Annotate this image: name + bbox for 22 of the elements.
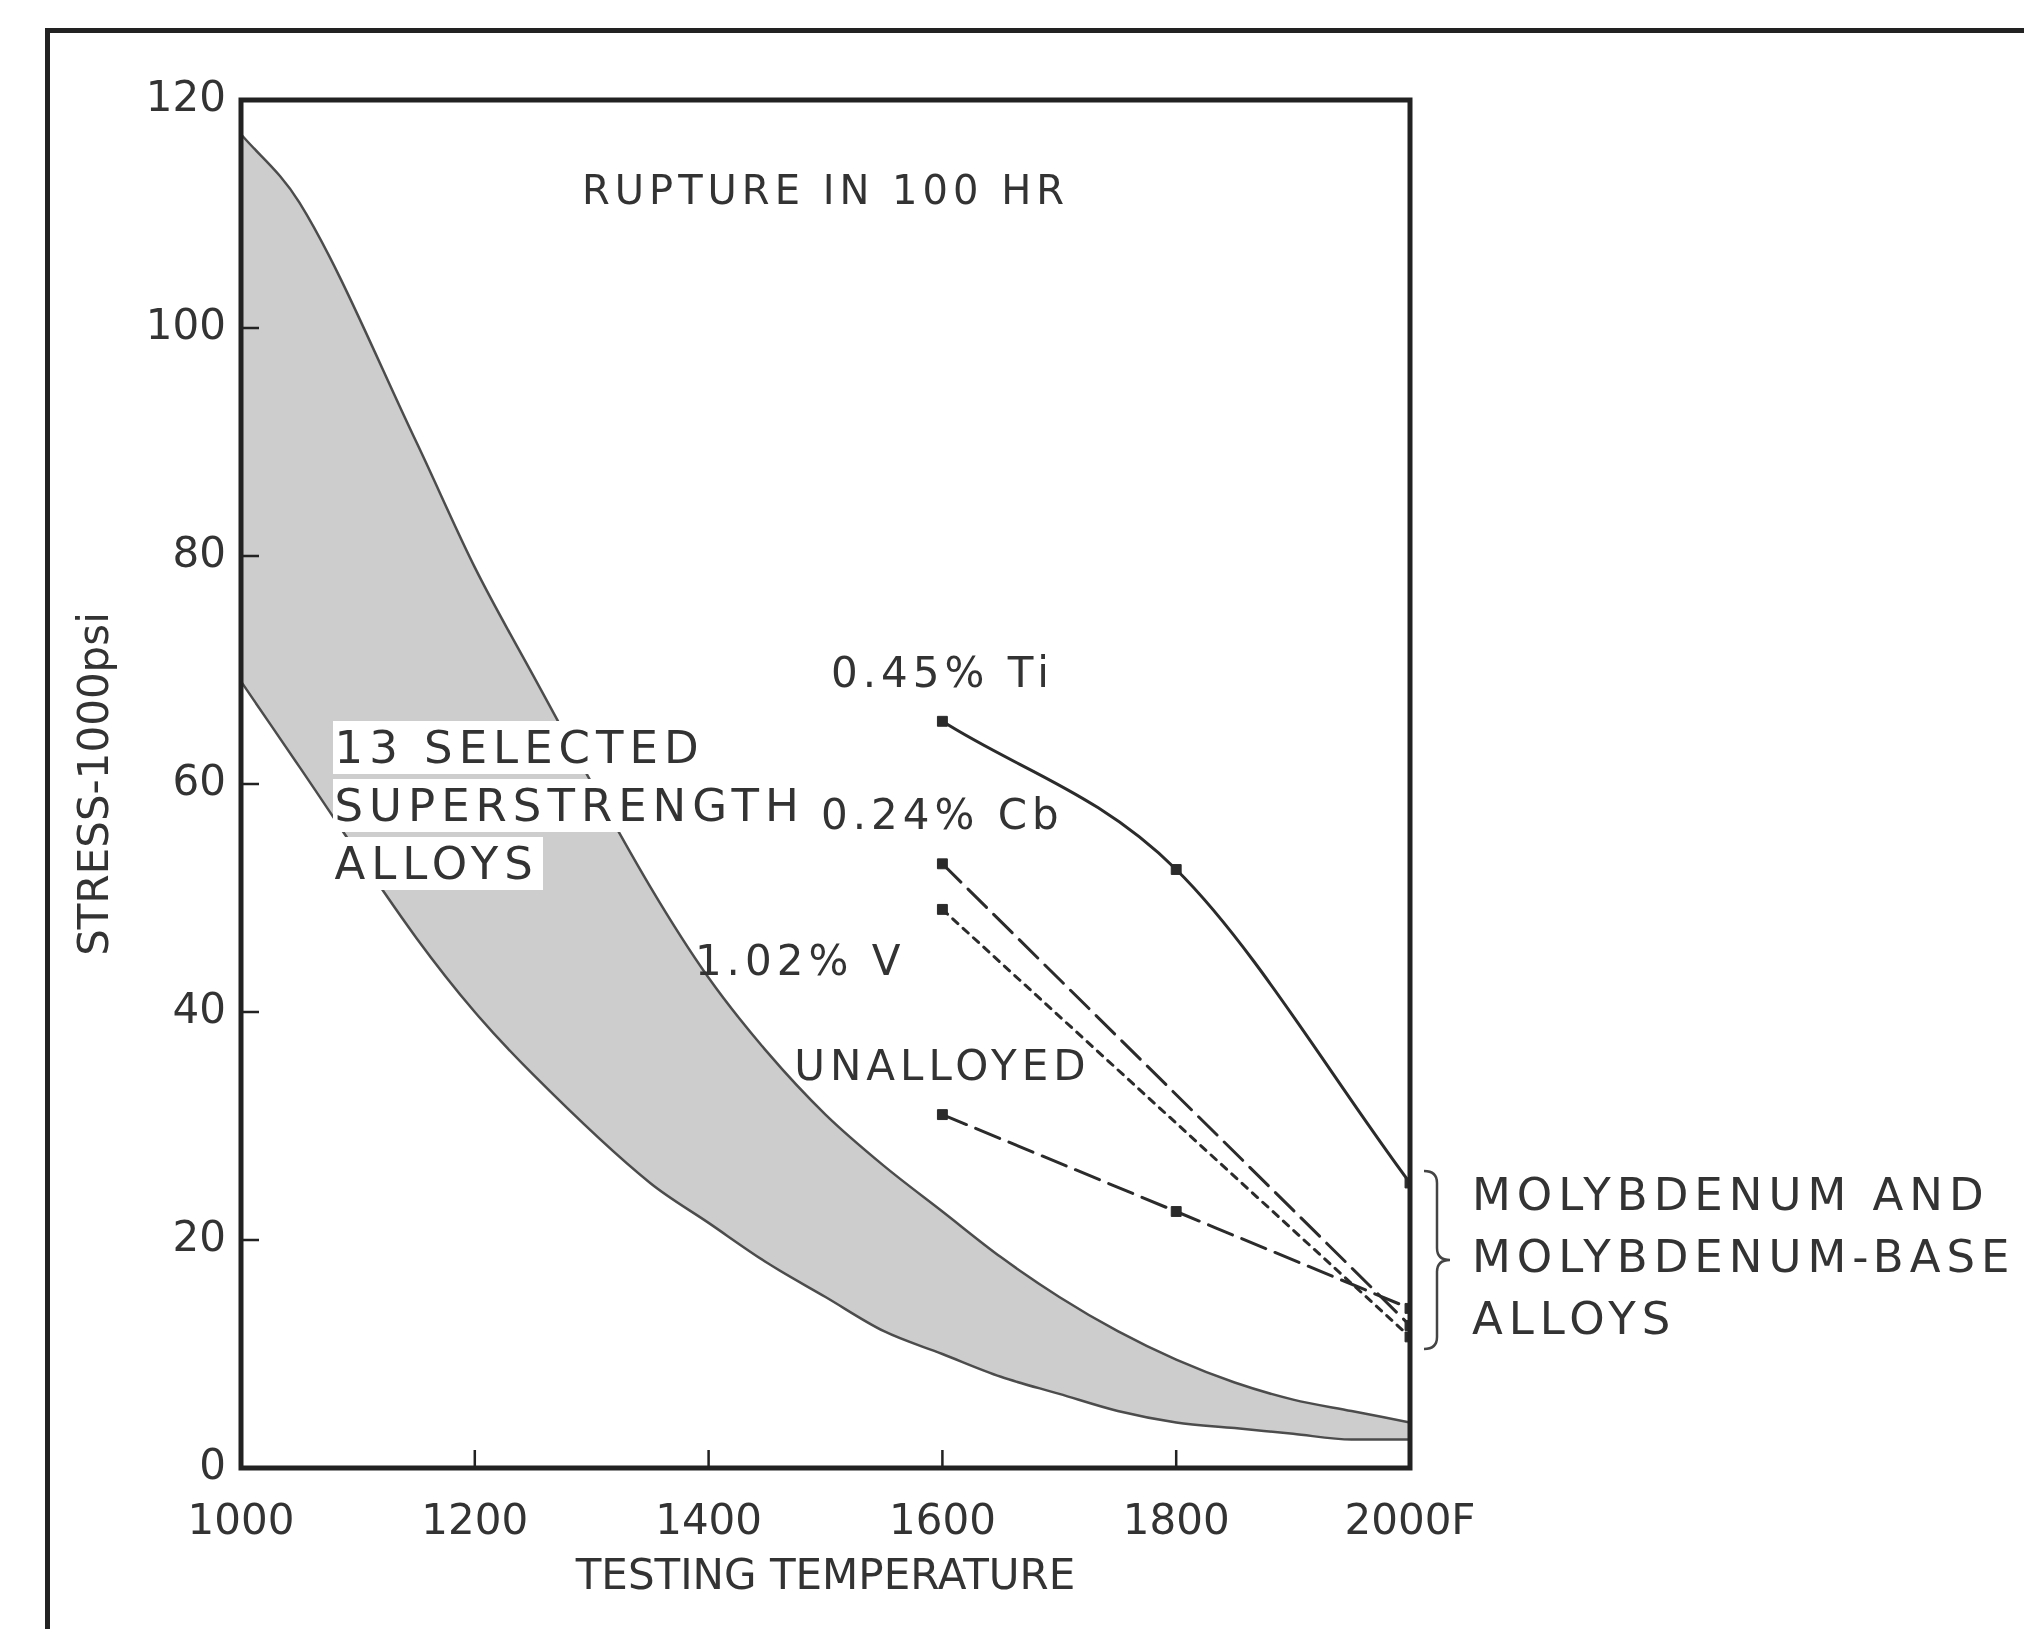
annotation: RUPTURE IN 100 HR bbox=[581, 167, 1070, 214]
x-tick-label: 1800 bbox=[1122, 1495, 1230, 1545]
y-tick-label: 0 bbox=[199, 1439, 226, 1489]
series-label: 1.02% V bbox=[694, 936, 906, 986]
text: MOLYBDENUM AND MOLYBDENUM-BASE ALLOYS bbox=[1472, 1167, 2016, 1345]
x-tick-label: 1600 bbox=[888, 1495, 996, 1545]
x-tick-label: 1400 bbox=[655, 1495, 763, 1545]
y-tick-label: 100 bbox=[145, 299, 226, 349]
y-tick-label: 20 bbox=[172, 1211, 226, 1261]
x-axis-title: TESTING TEMPERATURE bbox=[574, 1549, 1076, 1599]
series-label: UNALLOYED bbox=[794, 1041, 1091, 1091]
y-tick-label: 80 bbox=[172, 527, 226, 577]
x-tick-label: 1000 bbox=[187, 1495, 295, 1545]
x-tick-label: 2000F bbox=[1344, 1495, 1476, 1545]
series-label: 0.45% Ti bbox=[831, 647, 1054, 697]
annotation: 13 SELECTED SUPERSTRENGTH ALLOYS bbox=[333, 721, 806, 891]
y-tick-label: 40 bbox=[172, 983, 226, 1033]
y-tick-label: 120 bbox=[145, 71, 226, 121]
series-label: 0.24% Cb bbox=[821, 790, 1064, 840]
y-axis-title: STRESS-1000psi bbox=[69, 612, 119, 956]
x-tick-label: 1200 bbox=[421, 1495, 529, 1545]
y-tick-label: 60 bbox=[172, 755, 226, 805]
